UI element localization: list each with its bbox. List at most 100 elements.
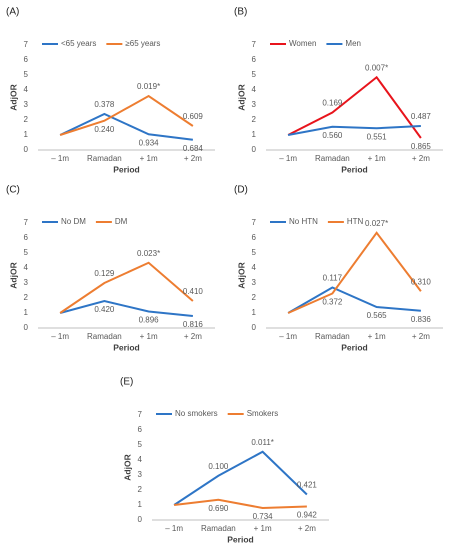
x-tick-label: + 1m: [140, 332, 158, 341]
panel: (A) AdjOR Period 0 1 2 3 4 5 6 7 – 1m Ramadan + 1m + 2…: [6, 7, 215, 174]
y-axis-title: AdjOR: [122, 454, 132, 480]
x-axis-title: Period: [113, 164, 139, 174]
panel-label: (E): [120, 377, 133, 388]
panel-label: (B): [234, 7, 247, 18]
y-tick-label: 7: [24, 218, 29, 227]
series-line: [59, 261, 194, 314]
x-tick-label: Ramadan: [315, 332, 350, 341]
point-label: 0.310: [411, 277, 432, 286]
x-axis-title: Period: [341, 164, 367, 174]
x-tick-label: – 1m: [279, 332, 297, 341]
y-tick-label: 7: [252, 40, 257, 49]
panel-label: (C): [6, 185, 20, 196]
y-tick-label: 5: [252, 70, 257, 79]
y-axis-title: AdjOR: [236, 262, 246, 288]
x-tick-label: – 1m: [279, 154, 297, 163]
panel: (C) AdjOR Period 0 1 2 3 4 5 6 7 – 1m Ramadan + 1m + 2…: [6, 185, 215, 352]
point-label: 0.117: [323, 274, 343, 283]
point-label: 0.565: [367, 311, 388, 320]
point-label: 0.896: [139, 316, 160, 325]
x-axis-title: Period: [227, 534, 253, 544]
y-tick-label: 1: [252, 130, 257, 139]
x-tick-label: + 2m: [412, 332, 430, 341]
y-tick-label: 1: [24, 130, 29, 139]
series-line: [287, 75, 422, 139]
x-tick-label: Ramadan: [87, 332, 122, 341]
y-tick-label: 5: [138, 440, 143, 449]
y-tick-label: 0: [252, 323, 257, 332]
x-tick-label: Ramadan: [87, 154, 122, 163]
y-tick-label: 6: [252, 233, 257, 242]
panel: (D) AdjOR Period 0 1 2 3 4 5 6 7 – 1m Ramadan + 1m + 2…: [234, 185, 443, 352]
y-tick-label: 5: [252, 248, 257, 257]
y-tick-label: 0: [24, 145, 29, 154]
x-tick-label: Ramadan: [315, 154, 350, 163]
point-label: 0.942: [297, 511, 318, 520]
series-line: [174, 498, 307, 510]
point-label: 0.410: [183, 287, 204, 296]
y-tick-label: 6: [24, 55, 29, 64]
point-label: 0.560: [322, 131, 343, 140]
legend-label: HTN: [347, 217, 364, 226]
series-line: [173, 450, 308, 506]
point-label: 0.690: [208, 504, 229, 513]
point-label: 0.129: [94, 269, 115, 278]
legend-label: Women: [289, 39, 316, 48]
legend-label: No DM: [61, 217, 86, 226]
y-tick-label: 7: [252, 218, 257, 227]
point-label: 0.100: [208, 462, 229, 471]
series-line: [287, 231, 422, 314]
y-tick-label: 3: [252, 278, 257, 287]
point-label: 0.023*: [137, 249, 160, 258]
point-label: 0.027*: [365, 219, 388, 228]
x-tick-label: – 1m: [51, 154, 69, 163]
y-tick-label: 3: [138, 470, 143, 479]
point-label: 0.011*: [251, 438, 274, 447]
x-tick-label: + 1m: [140, 154, 158, 163]
x-tick-label: – 1m: [51, 332, 69, 341]
x-tick-label: Ramadan: [201, 524, 236, 533]
y-tick-label: 4: [138, 455, 143, 464]
x-tick-label: + 2m: [184, 154, 202, 163]
point-label: 0.372: [322, 298, 343, 307]
x-tick-label: – 1m: [165, 524, 183, 533]
point-label: 0.019*: [137, 82, 160, 91]
panel-label: (D): [234, 185, 248, 196]
x-axis-title: Period: [113, 342, 139, 352]
point-label: 0.420: [94, 305, 115, 314]
point-label: 0.684: [183, 144, 204, 153]
x-tick-label: + 2m: [184, 332, 202, 341]
point-label: 0.487: [411, 112, 432, 121]
y-tick-label: 2: [252, 115, 257, 124]
legend-label: No smokers: [175, 409, 218, 418]
y-tick-label: 1: [24, 308, 29, 317]
legend-label: No HTN: [289, 217, 318, 226]
y-tick-label: 0: [24, 323, 29, 332]
y-tick-label: 4: [24, 85, 29, 94]
x-tick-label: + 1m: [254, 524, 272, 533]
y-axis-title: AdjOR: [236, 84, 246, 110]
y-tick-label: 4: [252, 85, 257, 94]
series-line: [59, 299, 193, 317]
y-tick-label: 2: [252, 293, 257, 302]
y-tick-label: 2: [24, 115, 29, 124]
y-tick-label: 1: [138, 500, 143, 509]
point-label: 0.934: [139, 138, 160, 147]
y-tick-label: 5: [24, 248, 29, 257]
series-line: [287, 286, 421, 314]
y-tick-label: 0: [138, 515, 143, 524]
series-line: [59, 94, 194, 136]
y-tick-label: 6: [138, 425, 143, 434]
x-tick-label: + 1m: [368, 154, 386, 163]
panel: (E) AdjOR Period 0 1 2 3 4 5 6 7 – 1m Ramadan + 1m + 2…: [120, 377, 329, 544]
panel: (B) AdjOR Period 0 1 2 3 4 5 6 7 – 1m Ramadan + 1m + 2…: [234, 7, 443, 174]
point-label: 0.421: [297, 481, 318, 490]
x-tick-label: + 2m: [298, 524, 316, 533]
point-label: 0.734: [253, 512, 274, 521]
y-tick-label: 7: [24, 40, 29, 49]
point-label: 0.240: [94, 125, 115, 134]
y-tick-label: 4: [252, 263, 257, 272]
series-line: [59, 112, 193, 141]
y-tick-label: 3: [24, 100, 29, 109]
point-label: 0.169: [322, 99, 343, 108]
